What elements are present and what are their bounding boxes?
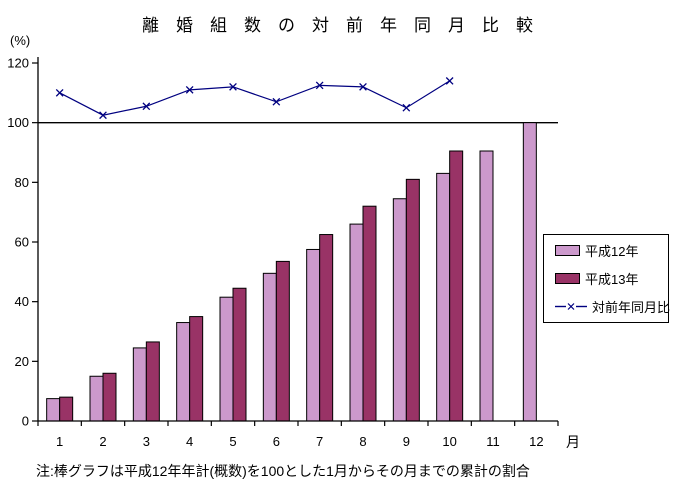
trend-marker-month-8 bbox=[359, 83, 367, 91]
bar-heisei12-month-11 bbox=[479, 150, 494, 422]
y-axis-unit-label: (%) bbox=[10, 33, 31, 48]
y-axis-label-120: 120 bbox=[7, 56, 29, 71]
bar-heisei12-month-5 bbox=[219, 296, 234, 422]
bar-heisei13-month-9 bbox=[405, 178, 420, 422]
trend-marker-month-9 bbox=[402, 103, 411, 112]
x-axis-label-2: 2 bbox=[99, 434, 106, 449]
legend-swatch-heisei12-icon bbox=[555, 245, 580, 257]
legend-label-heisei13: 平成13年 bbox=[585, 271, 639, 287]
bar-heisei12-month-2 bbox=[89, 375, 104, 422]
trend-marker-month-7 bbox=[315, 81, 324, 90]
x-axis-label-1: 1 bbox=[56, 434, 63, 449]
trend-marker-month-4 bbox=[185, 85, 194, 94]
x-axis-unit-label: 月 bbox=[566, 434, 580, 450]
x-axis-label-3: 3 bbox=[143, 434, 150, 449]
trend-marker-month-10 bbox=[445, 77, 454, 85]
bar-heisei13-month-5 bbox=[232, 287, 247, 422]
legend-item-heisei13: 平成13年 bbox=[555, 269, 664, 288]
chart-title: 離 婚 組 数 の 対 前 年 同 月 比 較 bbox=[142, 16, 533, 35]
legend: 平成12年 平成13年 対前年同月比 bbox=[543, 234, 670, 323]
x-axis-label-8: 8 bbox=[359, 434, 366, 449]
y-axis-label-0: 0 bbox=[22, 414, 29, 429]
x-axis-label-9: 9 bbox=[403, 434, 410, 449]
legend-item-ratio: 対前年同月比 bbox=[555, 297, 670, 316]
trend-marker-month-2 bbox=[99, 111, 107, 120]
trend-marker-month-5 bbox=[229, 83, 237, 91]
x-axis-label-4: 4 bbox=[186, 434, 193, 449]
bar-heisei12-month-6 bbox=[262, 272, 277, 422]
bar-heisei12-month-8 bbox=[349, 223, 364, 422]
x-axis-label-12: 12 bbox=[529, 434, 543, 449]
legend-label-ratio: 対前年同月比 bbox=[592, 299, 671, 315]
legend-line-marker-icon bbox=[555, 302, 587, 310]
x-axis-label-7: 7 bbox=[316, 434, 323, 449]
bar-heisei13-month-8 bbox=[362, 205, 377, 422]
legend-label-heisei12: 平成12年 bbox=[585, 244, 639, 260]
bar-heisei12-month-7 bbox=[306, 248, 321, 422]
footnote: 注:棒グラフは平成12年年計(概数)を100とした1月からその月までの累計の割合 bbox=[36, 463, 530, 479]
bar-heisei12-month-3 bbox=[132, 347, 147, 422]
bar-heisei13-month-2 bbox=[102, 372, 117, 422]
y-axis-label-20: 20 bbox=[15, 354, 29, 369]
y-axis-label-100: 100 bbox=[7, 115, 29, 130]
legend-item-heisei12: 平成12年 bbox=[555, 241, 664, 260]
y-axis-label-80: 80 bbox=[15, 175, 29, 190]
bar-heisei13-month-3 bbox=[145, 341, 160, 422]
x-axis-label-6: 6 bbox=[273, 434, 280, 449]
bar-heisei12-month-1 bbox=[46, 398, 61, 422]
y-axis-label-40: 40 bbox=[15, 294, 29, 309]
x-axis-label-11: 11 bbox=[486, 434, 500, 449]
bar-heisei12-month-10 bbox=[436, 172, 451, 422]
bar-heisei13-month-7 bbox=[319, 234, 334, 422]
legend-swatch-heisei13-icon bbox=[555, 272, 580, 284]
bar-heisei12-month-12 bbox=[522, 122, 537, 422]
bar-heisei13-month-4 bbox=[189, 316, 204, 422]
x-axis-label-10: 10 bbox=[442, 434, 456, 449]
trend-marker-month-3 bbox=[142, 102, 151, 111]
trend-marker-month-1 bbox=[55, 88, 64, 97]
trend-marker-month-6 bbox=[272, 97, 281, 106]
bar-heisei13-month-1 bbox=[59, 396, 74, 422]
bar-heisei12-month-4 bbox=[176, 322, 191, 422]
trend-line bbox=[59, 80, 450, 116]
bar-heisei13-month-6 bbox=[275, 260, 290, 422]
bar-heisei12-month-9 bbox=[392, 198, 407, 422]
y-axis-label-60: 60 bbox=[15, 235, 29, 250]
bar-heisei13-month-10 bbox=[449, 150, 464, 422]
x-axis-label-5: 5 bbox=[229, 434, 236, 449]
